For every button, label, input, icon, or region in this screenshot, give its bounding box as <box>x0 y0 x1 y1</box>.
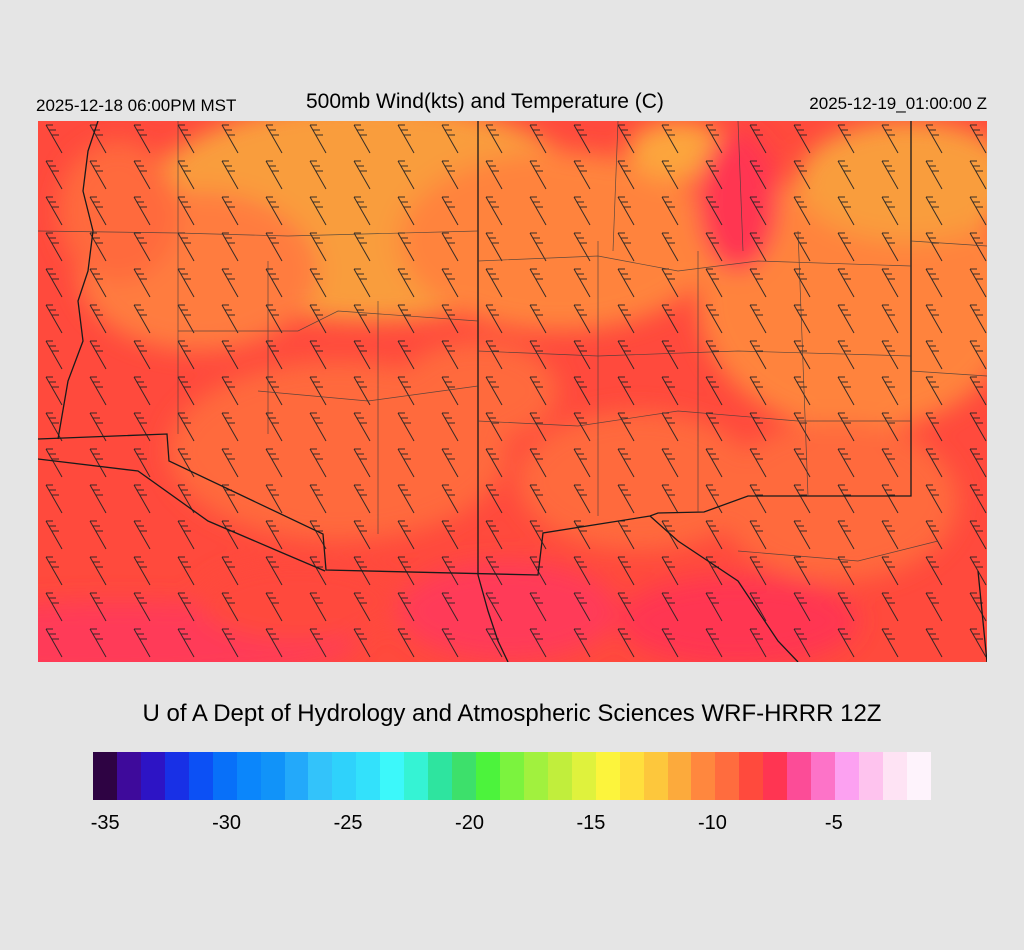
colorbar-swatch <box>404 752 429 800</box>
colorbar-tick-label: -30 <box>212 812 242 834</box>
colorbar-swatch <box>835 752 859 800</box>
colorbar-tick-label: -5 <box>824 812 843 834</box>
river-border-east <box>649 515 799 662</box>
colorbar-swatch <box>236 752 261 800</box>
colorbar-swatch <box>739 752 764 800</box>
colorbar-swatch <box>643 752 668 800</box>
colorbar-swatch <box>332 752 357 800</box>
colorbar-swatch <box>116 752 141 800</box>
colorbar-tick-label: -25 <box>333 812 363 834</box>
colorbar-swatch <box>787 752 812 800</box>
colorbar-swatch <box>284 752 309 800</box>
wind-barbs <box>38 121 987 662</box>
weather-map[interactable] <box>38 121 987 662</box>
init-time-label: 2025-12-19_01:00:00 Z <box>809 94 987 113</box>
valid-time-label: 2025-12-18 06:00PM MST <box>36 96 237 115</box>
colorbar-swatch <box>499 752 524 800</box>
colorbar-swatch <box>476 752 500 800</box>
map-title: 500mb Wind(kts) and Temperature (C) <box>306 90 664 113</box>
colorbar-swatch <box>691 752 716 800</box>
border-edge-east <box>977 570 987 662</box>
colorbar-swatch <box>595 752 620 800</box>
colorbar-swatch <box>667 752 692 800</box>
colorbar-swatch <box>452 752 476 800</box>
colorbar-swatch <box>380 752 405 800</box>
colorbar-swatch <box>140 752 165 800</box>
colorbar-tick-label: -10 <box>697 812 727 834</box>
map-canvas <box>38 121 987 662</box>
colorbar-swatch <box>906 752 931 800</box>
colorbar-swatch <box>715 752 740 800</box>
colorbar-swatch <box>619 752 644 800</box>
state-boundaries <box>38 121 987 662</box>
colorbar-swatch <box>571 752 596 800</box>
river-border-west <box>57 121 99 440</box>
colorbar-tick-label: -20 <box>455 812 484 834</box>
state-border-main <box>38 121 912 576</box>
colorbar-tick-label: -35 <box>90 812 120 834</box>
temperature-colorbar <box>93 752 931 800</box>
colorbar-tick-label: -15 <box>576 812 606 834</box>
colorbar-swatch <box>260 752 285 800</box>
colorbar-swatch <box>811 752 836 800</box>
colorbar-swatch <box>882 752 907 800</box>
colorbar-swatch <box>93 752 117 800</box>
colorbar-swatch <box>188 752 213 800</box>
colorbar-swatch <box>212 752 237 800</box>
credit-line: U of A Dept of Hydrology and Atmospheric… <box>142 700 882 727</box>
river-border-south <box>477 574 509 662</box>
border-southwest <box>38 458 326 572</box>
colorbar-swatch <box>523 752 548 800</box>
colorbar-swatch <box>164 752 189 800</box>
colorbar-swatch <box>308 752 333 800</box>
colorbar-swatch <box>547 752 572 800</box>
colorbar-swatch <box>859 752 883 800</box>
colorbar-swatch <box>763 752 788 800</box>
colorbar-tick-labels: -35 -30 -25 -20 -15 -10 -5 <box>90 812 931 838</box>
colorbar-swatch <box>356 752 381 800</box>
county-boundaries <box>38 121 987 562</box>
colorbar-swatch <box>428 752 453 800</box>
